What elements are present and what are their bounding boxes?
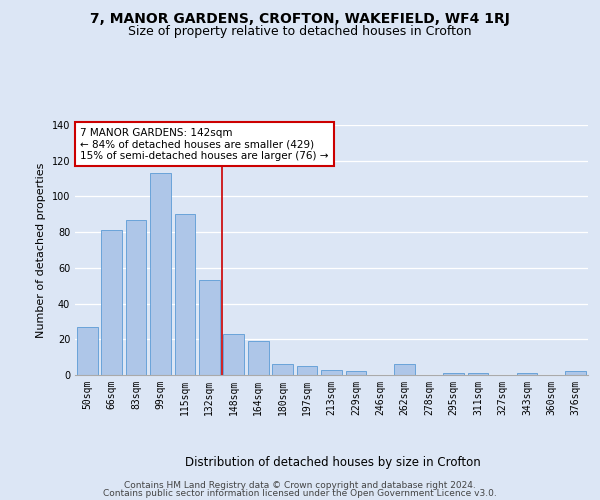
Bar	[150, 173, 171, 375]
Bar	[565, 372, 586, 375]
Bar	[467, 373, 488, 375]
Text: Contains HM Land Registry data © Crown copyright and database right 2024.: Contains HM Land Registry data © Crown c…	[124, 480, 476, 490]
Bar	[443, 373, 464, 375]
Bar	[296, 366, 317, 375]
Bar	[101, 230, 122, 375]
Text: Distribution of detached houses by size in Crofton: Distribution of detached houses by size …	[185, 456, 481, 469]
Bar	[199, 280, 220, 375]
Bar	[272, 364, 293, 375]
Bar	[321, 370, 342, 375]
Bar	[125, 220, 146, 375]
Bar	[175, 214, 196, 375]
Bar	[248, 341, 269, 375]
Bar	[394, 364, 415, 375]
Text: Size of property relative to detached houses in Crofton: Size of property relative to detached ho…	[128, 25, 472, 38]
Text: 7, MANOR GARDENS, CROFTON, WAKEFIELD, WF4 1RJ: 7, MANOR GARDENS, CROFTON, WAKEFIELD, WF…	[90, 12, 510, 26]
Text: Contains public sector information licensed under the Open Government Licence v3: Contains public sector information licen…	[103, 490, 497, 498]
Bar	[77, 327, 98, 375]
Text: 7 MANOR GARDENS: 142sqm
← 84% of detached houses are smaller (429)
15% of semi-d: 7 MANOR GARDENS: 142sqm ← 84% of detache…	[80, 128, 329, 160]
Bar	[223, 334, 244, 375]
Bar	[517, 373, 538, 375]
Y-axis label: Number of detached properties: Number of detached properties	[36, 162, 46, 338]
Bar	[346, 372, 367, 375]
